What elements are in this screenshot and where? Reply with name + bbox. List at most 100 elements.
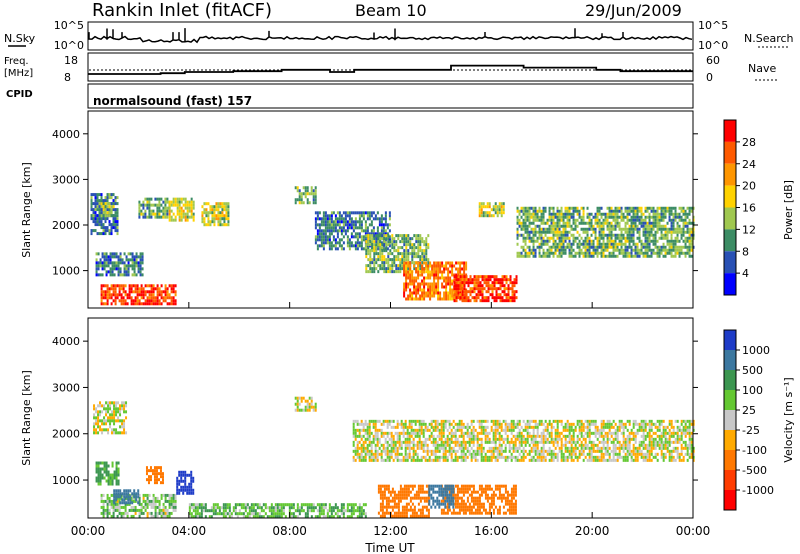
power-ylabel: Slant Range [km]	[20, 162, 33, 258]
power-colorbar-swatch-1	[724, 141, 736, 164]
velocity-colorbar: 1000 500 100 25 -25 -100 -500 -1000	[723, 329, 774, 511]
velocity-colorbar-swatch-7	[724, 470, 736, 490]
velocity-colorbar-title: Velocity [m s⁻¹]	[782, 377, 795, 462]
velocity-colorbar-swatch-5	[724, 430, 736, 450]
freq-left-tick-top: 18	[64, 54, 78, 67]
noise-sky-trace	[88, 28, 693, 44]
noise-left-tick-bottom: 10^0	[54, 39, 84, 52]
velocity-colorbar-swatch-0	[724, 330, 736, 350]
velocity-colorbar-label-5: -100	[742, 444, 767, 457]
noise-right-tick-top: 10^5	[698, 19, 728, 32]
power-region-12	[478, 202, 505, 218]
velocity-region-0	[93, 401, 128, 435]
freq-panel-frame	[87, 52, 694, 82]
velocity-ytick-label-3: 4000	[52, 335, 80, 348]
power-ytick-label-0: 1000	[52, 265, 80, 278]
velocity-region-7	[352, 419, 695, 462]
velocity-region-2	[100, 493, 177, 518]
velocity-region-11	[188, 503, 367, 519]
power-colorbar-label-6: 4	[742, 267, 749, 280]
velocity-ytick-label-2: 3000	[52, 381, 80, 394]
velocity-ytick-label-0: 1000	[52, 474, 80, 487]
noise-right-label: N.Search	[744, 32, 794, 45]
velocity-region-10	[428, 484, 455, 509]
power-region-2	[95, 252, 144, 277]
power-region-11	[453, 275, 518, 303]
xtick-label-1: 04:00	[172, 524, 207, 538]
x-axis-label: Time UT	[364, 541, 415, 554]
power-colorbar-swatch-3	[724, 185, 736, 208]
time-x-axis: 00:00 04:00 08:00 12:00 16:00 20:00 00:00	[71, 302, 711, 538]
power-colorbar: 28 24 20 16 12 8 4	[723, 119, 756, 296]
velocity-region-6	[294, 396, 317, 412]
velocity-colorbar-swatch-3	[724, 390, 736, 410]
power-colorbar-label-1: 24	[742, 158, 756, 171]
velocity-panel-frame	[87, 317, 694, 519]
cpid-mode-text: normalsound (fast) 157	[93, 94, 252, 108]
power-colorbar-swatch-6	[724, 251, 736, 274]
power-y-axis: 1000 2000 3000 4000	[52, 128, 698, 278]
xtick-label-5: 20:00	[575, 524, 610, 538]
velocity-colorbar-swatch-4	[724, 410, 736, 430]
power-region-4	[138, 197, 171, 219]
power-colorbar-label-4: 12	[742, 223, 756, 236]
power-colorbar-title: Power [dB]	[782, 180, 795, 240]
power-ytick-label-2: 3000	[52, 173, 80, 186]
power-colorbar-swatch-4	[724, 207, 736, 230]
velocity-ylabel: Slant Range [km]	[20, 370, 33, 466]
velocity-region-1	[95, 461, 120, 486]
velocity-colorbar-label-1: 500	[742, 364, 763, 377]
noise-left-label: N.Sky	[4, 32, 36, 45]
velocity-colorbar-swatch-8	[724, 490, 736, 510]
power-colorbar-swatch-0	[724, 120, 736, 142]
cpid-band-frame	[87, 83, 694, 109]
xtick-label-2: 08:00	[272, 524, 307, 538]
velocity-region-4	[145, 466, 164, 485]
velocity-colorbar-label-3: 25	[742, 404, 756, 417]
freq-left-tick-bottom: 8	[64, 71, 71, 84]
beam-title: Beam 10	[355, 1, 427, 20]
velocity-ytick-label-1: 2000	[52, 428, 80, 441]
noise-right-tick-bottom: 10^0	[698, 39, 728, 52]
velocity-colorbar-swatch-2	[724, 370, 736, 390]
xtick-label-0: 00:00	[71, 524, 106, 538]
power-region-8	[314, 211, 391, 251]
xtick-label-3: 12:00	[373, 524, 408, 538]
power-colorbar-label-3: 16	[742, 202, 756, 215]
xtick-label-6: 00:00	[676, 524, 711, 538]
freq-trace	[88, 64, 693, 75]
power-colorbar-swatch-5	[724, 229, 736, 252]
velocity-colorbar-label-7: -1000	[742, 484, 774, 497]
power-ytick-label-1: 2000	[52, 219, 80, 232]
velocity-colorbar-frame	[723, 329, 737, 511]
velocity-colorbar-label-4: -25	[742, 424, 760, 437]
power-colorbar-label-5: 8	[742, 245, 749, 258]
velocity-heatmap-marks	[93, 396, 695, 519]
noise-left-tick-top: 10^5	[54, 19, 84, 32]
power-region-3	[100, 284, 177, 306]
velocity-colorbar-label-2: 100	[742, 384, 763, 397]
power-region-5	[168, 197, 195, 222]
power-colorbar-swatch-2	[724, 163, 736, 186]
velocity-colorbar-label-6: -500	[742, 464, 767, 477]
date-title: 29/Jun/2009	[585, 1, 682, 20]
power-region-6	[201, 202, 230, 227]
power-region-9	[365, 234, 430, 274]
nave-label: Nave	[748, 62, 776, 75]
freq-right-tick-bottom: 0	[706, 71, 713, 84]
velocity-region-3	[113, 489, 140, 505]
velocity-region-8	[377, 484, 430, 518]
power-colorbar-label-2: 20	[742, 180, 756, 193]
xtick-label-4: 16:00	[474, 524, 509, 538]
power-region-13	[516, 206, 695, 258]
cpid-label: CPID	[6, 89, 33, 100]
power-colorbar-label-0: 28	[742, 136, 756, 149]
freq-right-tick-top: 60	[706, 54, 720, 67]
velocity-colorbar-swatch-6	[724, 450, 736, 470]
freq-label-line1: Freq.	[4, 56, 29, 67]
velocity-colorbar-label-0: 1000	[742, 344, 770, 357]
power-ytick-label-3: 4000	[52, 128, 80, 141]
station-title: Rankin Inlet (fitACF)	[92, 0, 272, 21]
velocity-region-5	[176, 470, 195, 495]
